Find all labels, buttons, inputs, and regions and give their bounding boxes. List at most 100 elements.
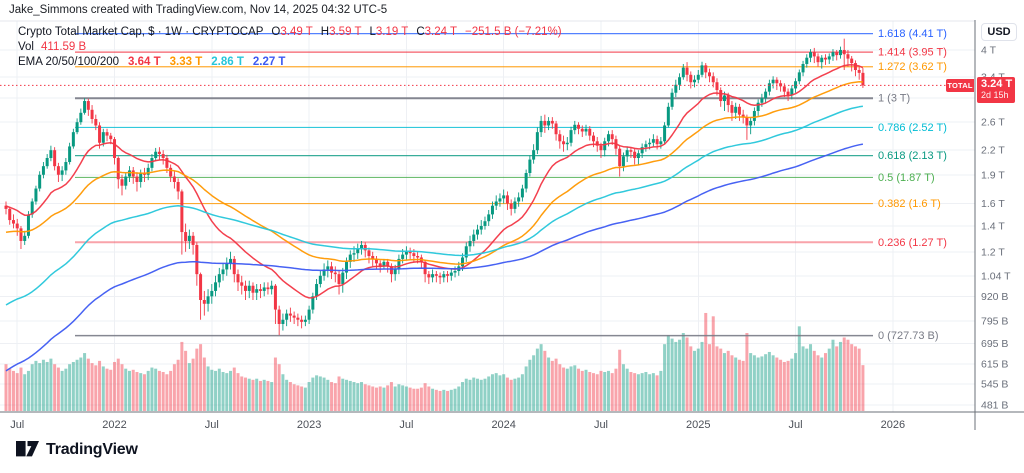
candle-body (838, 50, 842, 56)
candle-body (326, 266, 330, 270)
candle-body (591, 135, 595, 142)
volume-bar (266, 380, 270, 411)
fib-retracement[interactable] (75, 33, 873, 337)
candle-body (116, 157, 120, 180)
volume-bar (330, 382, 334, 411)
candle-body (846, 54, 850, 59)
candle-body (599, 145, 603, 151)
price-scale[interactable]: 4 T3.4 T3 T2.6 T2.2 T1.9 T1.6 T1.4 T1.2 … (981, 45, 1011, 412)
candle-body (644, 144, 648, 148)
volume-bar (135, 372, 139, 411)
candle-body (105, 132, 109, 136)
candle-body (569, 130, 573, 143)
time-scale[interactable]: Jul 2022 Jul 2023 Jul 2024 Jul 2025 Jul 2026 (10, 419, 905, 431)
candle-body (468, 240, 472, 247)
legend-symbol-row[interactable]: Crypto Total Market Cap, $ · 1W · CRYPTO… (18, 25, 562, 40)
volume-bar (812, 350, 816, 411)
legend-volume-row[interactable]: Vol 411.59 B (18, 40, 562, 55)
time-tick-label: Jul (789, 419, 803, 431)
fib-level-label[interactable]: 1.272 (3.62 T) (878, 61, 947, 73)
volume-bar (850, 344, 854, 411)
fib-level-label[interactable]: 0.382 (1.6 T) (878, 198, 941, 210)
fib-level-label[interactable]: 1.414 (3.95 T) (878, 47, 947, 59)
volume-bar (696, 348, 700, 411)
candle-body (782, 86, 786, 92)
candle-body (442, 274, 446, 278)
volume-bar (730, 355, 734, 411)
fib-level-label[interactable]: 0.618 (2.13 T) (878, 150, 947, 162)
candle-body (345, 261, 349, 273)
volume-bar (711, 316, 715, 411)
candle-body (464, 246, 468, 258)
volume-bar (262, 379, 266, 411)
volume-label: Vol (18, 41, 34, 53)
volume-bar (285, 379, 289, 411)
symbol-title: Crypto Total Market Cap, $ · 1W · CRYPTO… (18, 26, 264, 38)
volume-bar (206, 366, 210, 411)
volume-bar (449, 389, 453, 411)
volume-bar (345, 379, 349, 411)
volume-bar (303, 387, 307, 411)
volume-bar (333, 383, 337, 411)
fib-level-label[interactable]: 0.5 (1.87 T) (878, 172, 935, 184)
candle-body (386, 261, 390, 267)
volume-bar (693, 350, 697, 411)
candle-body (543, 120, 547, 126)
volume-bar (296, 385, 300, 411)
volume-bar (172, 364, 176, 411)
candle-body (120, 179, 124, 186)
candle-body (633, 151, 637, 158)
candle-body (715, 82, 719, 91)
volume-bar (550, 360, 554, 411)
candle-body (823, 57, 827, 60)
candle-body (741, 114, 745, 118)
fib-level-label[interactable]: 0.236 (1.27 T) (878, 237, 947, 249)
volume-bar (446, 390, 450, 411)
candle-body (532, 150, 536, 160)
fib-level-label[interactable]: 0.786 (2.52 T) (878, 122, 947, 134)
time-tick-label: 2024 (491, 419, 515, 431)
candle-body (404, 251, 408, 255)
candle-body (498, 198, 502, 202)
tradingview-logo[interactable]: TradingView (16, 441, 138, 459)
candle-body (408, 251, 412, 254)
legend-ema-row[interactable]: EMA 20/50/100/200 3.64 T 3.33 T 2.86 T 2.27 … (18, 55, 562, 70)
candle-body (412, 253, 416, 257)
volume-bar (79, 357, 83, 411)
volume-bar (438, 390, 442, 411)
candle-body (490, 205, 494, 215)
ema-50-line (5, 81, 863, 265)
volume-bar (292, 384, 296, 411)
candle-body (629, 150, 633, 152)
candle-body (90, 109, 94, 120)
candle-body (550, 120, 554, 124)
price-tick-label: 545 B (981, 379, 1008, 391)
candle-body (71, 132, 75, 147)
candle-body (517, 197, 521, 202)
volume-bar (53, 364, 57, 411)
candle-body (232, 258, 236, 275)
price-scale-currency-button[interactable]: USD (981, 23, 1017, 41)
volume-bar (505, 377, 509, 411)
volume-bar (573, 365, 577, 411)
candle-body (535, 132, 539, 151)
candle-body (850, 58, 854, 64)
candle-body (520, 188, 524, 198)
candle-body (416, 256, 420, 258)
volume-bar (431, 388, 435, 411)
candle-body (300, 319, 304, 322)
candle-body (479, 225, 483, 230)
volume-bar (663, 344, 667, 411)
candle-body (648, 142, 652, 145)
fib-level-label[interactable]: 1.618 (4.41 T) (878, 28, 947, 40)
candle-body (685, 67, 689, 75)
volume-bar (180, 341, 184, 411)
fib-level-label[interactable]: 0 (727.73 B) (878, 330, 939, 342)
volume-bar (318, 376, 322, 411)
volume-bar (374, 387, 378, 411)
candle-body (722, 95, 726, 102)
fib-level-label[interactable]: 1 (3 T) (878, 93, 910, 105)
volume-bar (734, 357, 738, 411)
candle-body (333, 272, 337, 275)
